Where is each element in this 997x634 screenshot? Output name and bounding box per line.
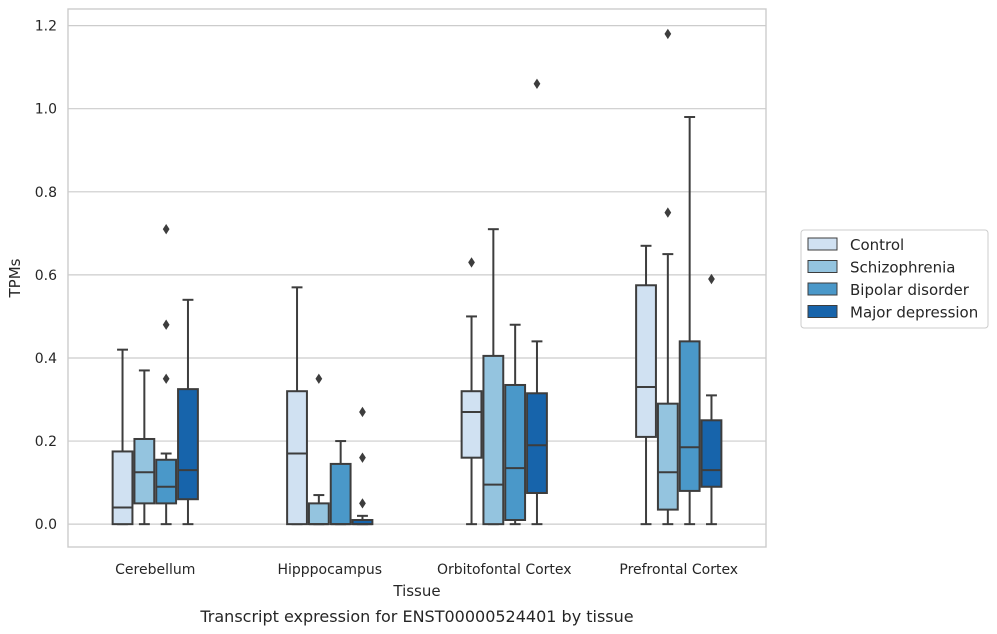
box-iqr	[177, 388, 199, 501]
legend-swatch	[807, 260, 838, 273]
legend-swatch	[807, 237, 838, 251]
box-iqr	[155, 458, 178, 505]
category-group	[286, 286, 374, 526]
legend-label: Major depression	[850, 304, 978, 322]
outlier-point	[664, 28, 672, 40]
box-control	[111, 348, 134, 526]
box-bipolar-disorder	[329, 440, 352, 526]
legend-swatch	[807, 282, 838, 296]
x-tick-label: Hipppocampus	[277, 562, 382, 578]
x-tick-label: Orbitofontal Cortex	[437, 562, 572, 578]
y-tick-labels: 0.0 0.2 0.4 0.6 0.8 1.0 1.2	[35, 19, 57, 534]
y-tick-label: 1.0	[35, 102, 57, 118]
x-tick-label: Cerebellum	[115, 562, 195, 578]
box-iqr	[700, 419, 723, 488]
x-tick-labels: Cerebellum Hipppocampus Orbitofontal Corte…	[115, 562, 738, 578]
y-tick-label: 1.2	[35, 19, 57, 35]
outlier-point	[468, 257, 475, 268]
box-iqr	[329, 462, 352, 526]
x-tick-label: Prefrontal Cortex	[619, 562, 738, 578]
y-tick-label: 0.4	[35, 351, 57, 367]
outlier-point	[162, 373, 170, 384]
box-iqr	[526, 392, 548, 494]
box-schizophrenia	[133, 369, 156, 526]
y-tick-label: 0.2	[35, 434, 57, 450]
x-axis-label: Tissue	[392, 582, 440, 600]
category-group	[460, 78, 548, 526]
outlier-point	[533, 78, 541, 89]
box-groups	[111, 28, 723, 526]
y-axis-label: TPMs	[6, 258, 24, 298]
legend-label: Schizophrenia	[850, 259, 955, 277]
category-group	[635, 28, 723, 526]
box-iqr	[133, 437, 156, 505]
box-major-depression	[700, 273, 723, 526]
box-iqr	[307, 502, 330, 526]
box-iqr	[460, 390, 483, 459]
box-control	[635, 244, 657, 526]
box-bipolar-disorder	[155, 224, 178, 526]
legend-label: Control	[850, 236, 904, 254]
box-major-depression	[351, 406, 374, 526]
box-iqr	[678, 340, 701, 492]
box-iqr	[656, 402, 679, 511]
box-iqr	[111, 450, 134, 526]
outlier-point	[162, 224, 170, 235]
box-major-depression	[177, 298, 199, 526]
outlier-point	[359, 406, 366, 418]
category-group	[111, 224, 199, 526]
legend-items: Control Schizophrenia Bipolar disorder Majo…	[807, 236, 978, 322]
chart-caption: Transcript expression for ENST0000052440…	[199, 607, 633, 626]
legend: Control Schizophrenia Bipolar disorder Majo…	[800, 229, 989, 329]
box-schizophrenia	[307, 373, 330, 526]
box-bipolar-disorder	[504, 323, 527, 526]
legend-frame	[800, 229, 989, 329]
box-iqr	[504, 383, 527, 521]
box-bipolar-disorder	[678, 116, 701, 526]
y-tick-label: 0.8	[35, 185, 57, 201]
legend-label: Bipolar disorder	[850, 281, 970, 299]
outlier-point	[359, 498, 366, 509]
plot-frame	[67, 8, 767, 548]
box-control	[286, 286, 308, 526]
box-schizophrenia	[482, 228, 505, 526]
box-major-depression	[526, 78, 548, 526]
box-iqr	[482, 354, 505, 526]
outlier-point	[359, 452, 366, 463]
box-iqr	[286, 390, 308, 526]
legend-swatch	[807, 305, 838, 318]
box-schizophrenia	[656, 28, 679, 526]
outlier-point	[708, 273, 715, 285]
outlier-point	[664, 207, 672, 218]
y-tick-label: 0.0	[35, 517, 57, 533]
box-iqr	[635, 284, 657, 438]
outlier-point	[162, 319, 170, 330]
y-tick-label: 0.6	[35, 268, 57, 284]
outlier-point	[315, 373, 323, 384]
box-control	[460, 257, 483, 526]
